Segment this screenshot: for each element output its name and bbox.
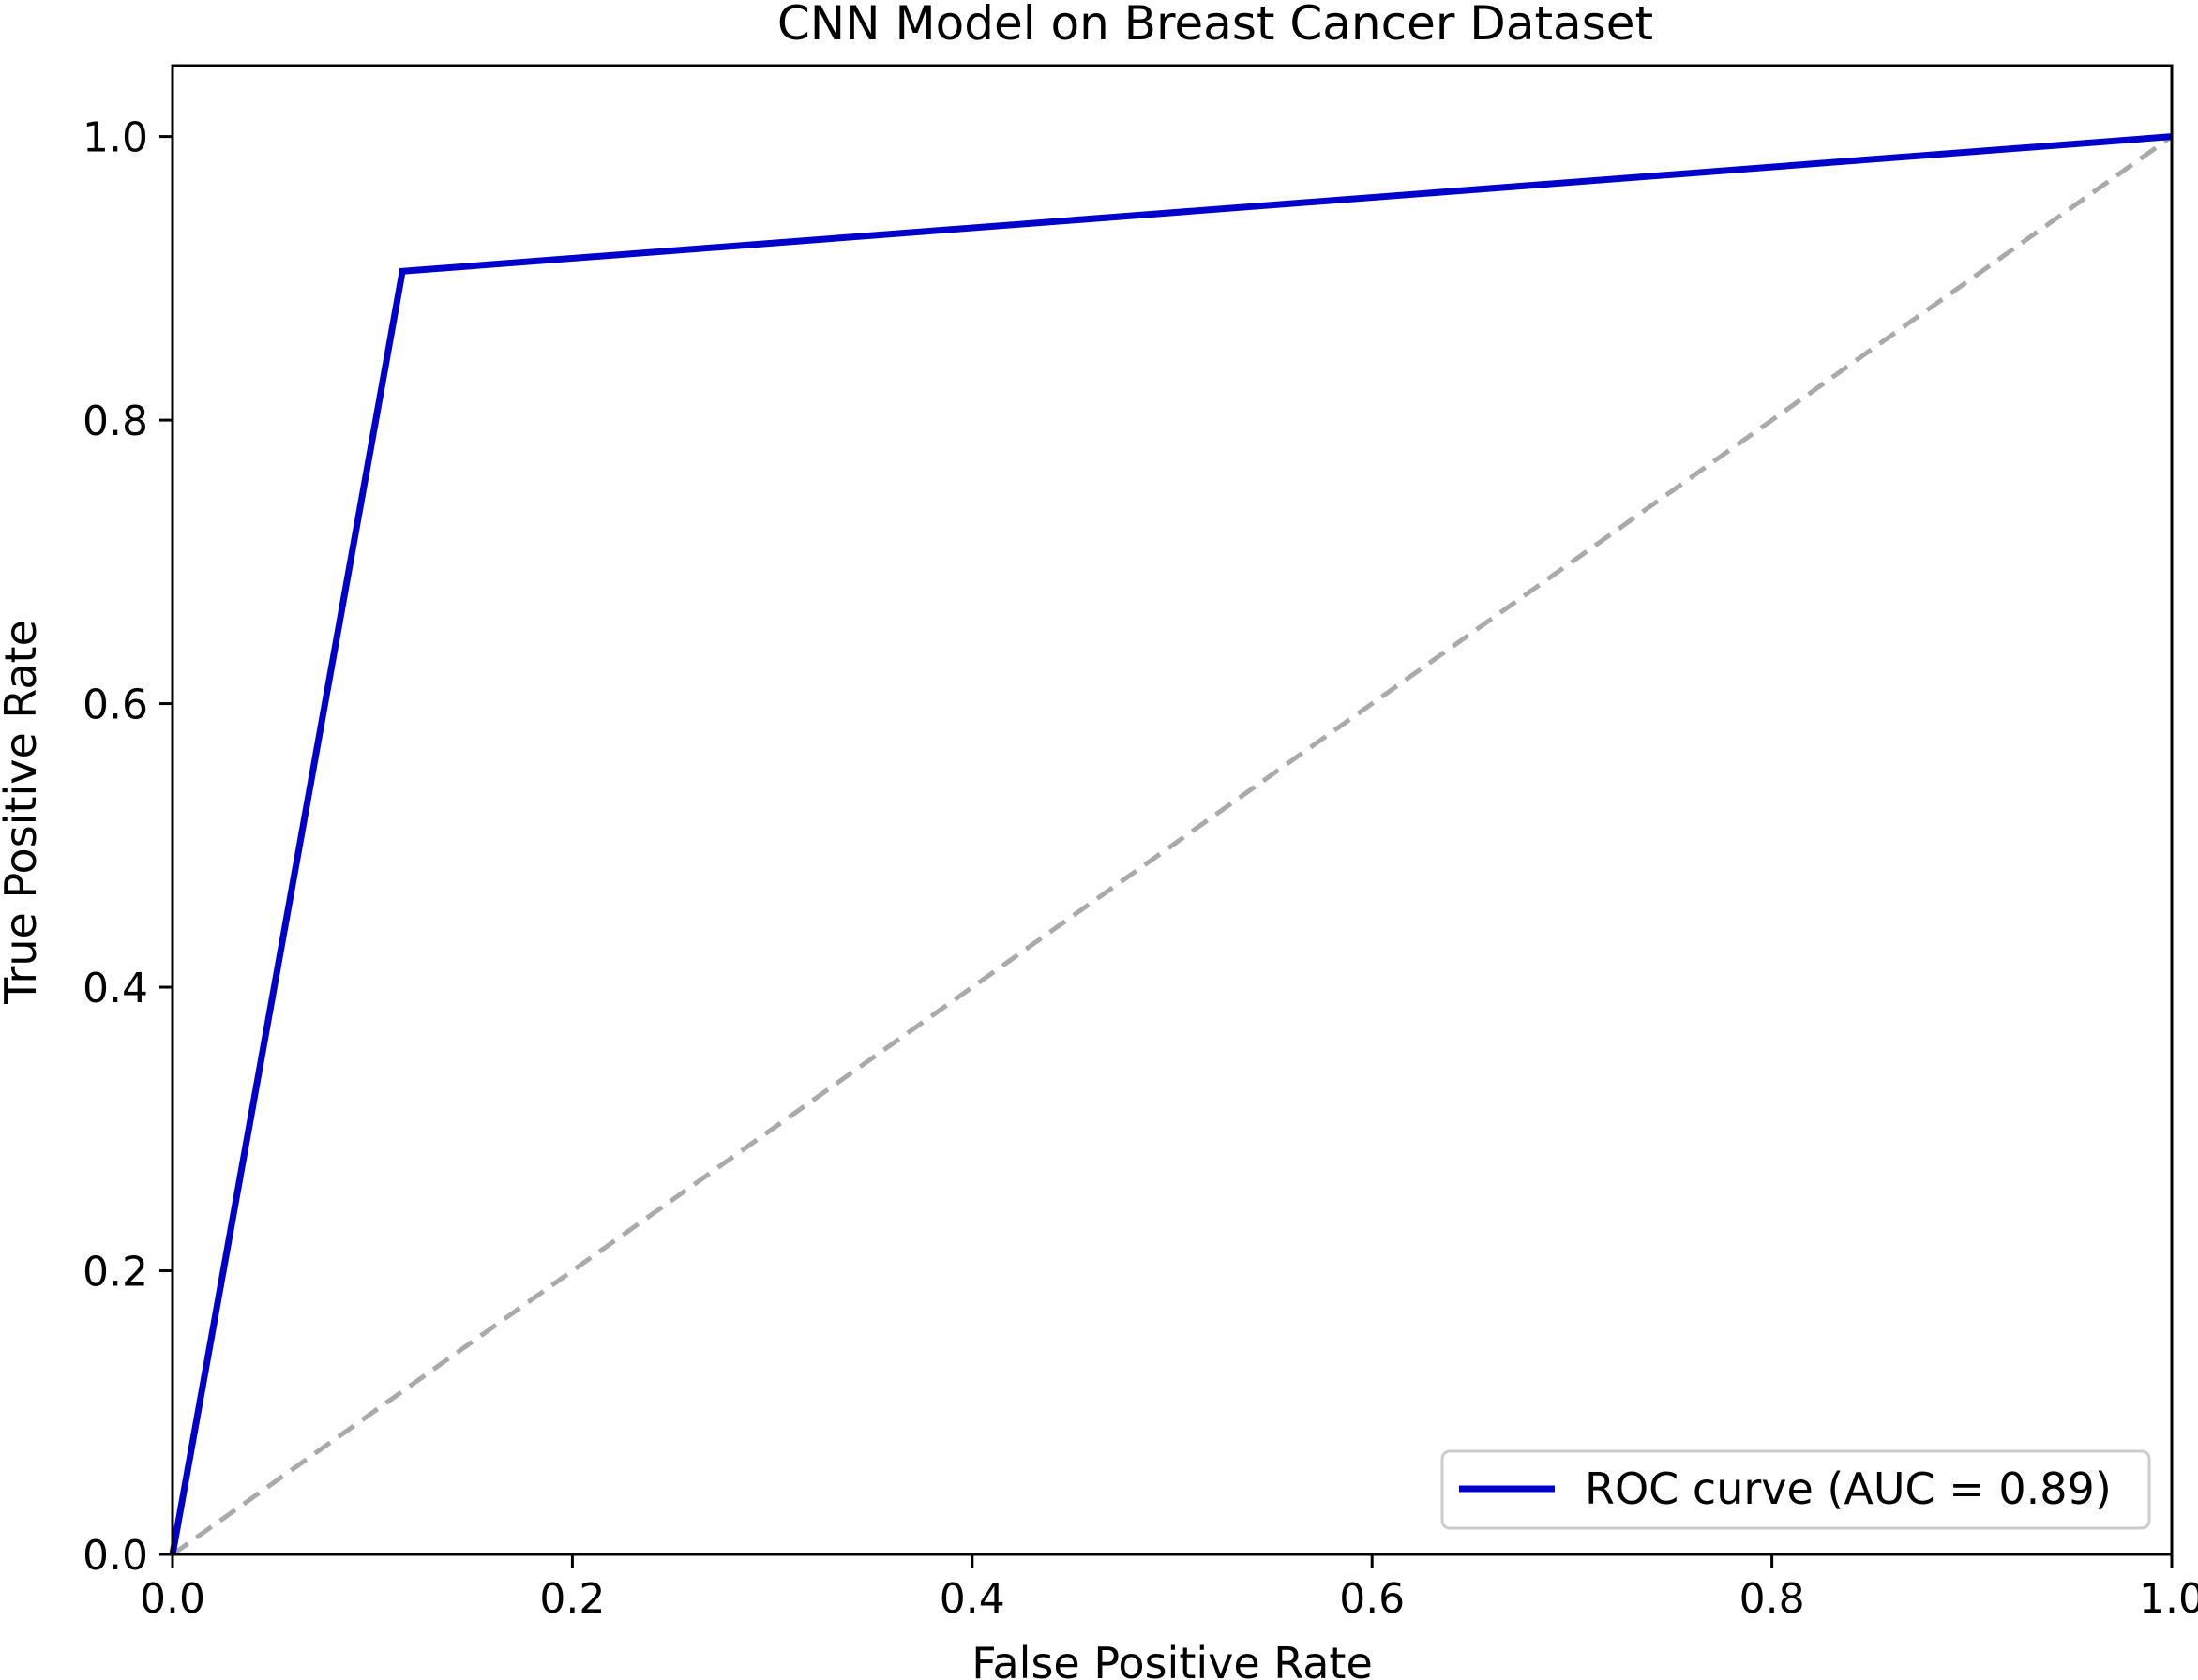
- plot-area: [169, 133, 2174, 1557]
- x-tick-label: 0.4: [940, 1575, 1005, 1623]
- legend: ROC curve (AUC = 0.89): [1440, 1449, 2151, 1530]
- x-tick-label: 0.2: [539, 1575, 605, 1623]
- y-tick-label: 0.2: [83, 1249, 148, 1297]
- y-axis-label: True Positive Rate: [0, 620, 46, 1005]
- x-axis-ticks: 0.0 0.2 0.4 0.6 0.8 1.0: [140, 1554, 2198, 1623]
- x-axis-label: False Positive Rate: [971, 1638, 1373, 1680]
- y-tick-label: 0.6: [83, 682, 148, 729]
- legend-label-roc: ROC curve (AUC = 0.89): [1585, 1463, 2112, 1514]
- y-tick-label: 0.8: [83, 398, 148, 445]
- y-tick-label: 0.0: [83, 1532, 148, 1580]
- x-tick-label: 0.0: [140, 1575, 205, 1623]
- y-tick-label: 1.0: [83, 114, 148, 162]
- roc-curve-line: [169, 133, 2173, 1555]
- x-tick-label: 1.0: [2139, 1575, 2198, 1623]
- x-tick-label: 0.8: [1739, 1575, 1805, 1623]
- y-axis-ticks: 0.0 0.2 0.4 0.6 0.8 1.0: [83, 114, 173, 1580]
- x-tick-label: 0.6: [1339, 1575, 1405, 1623]
- chance-diagonal-line: [171, 134, 2174, 1557]
- y-tick-label: 0.4: [83, 965, 148, 1012]
- axes-frame: [171, 64, 2174, 1556]
- legend-box: [1440, 1449, 2151, 1530]
- chart-title: CNN Model on Breast Cancer Dataset: [777, 0, 1653, 51]
